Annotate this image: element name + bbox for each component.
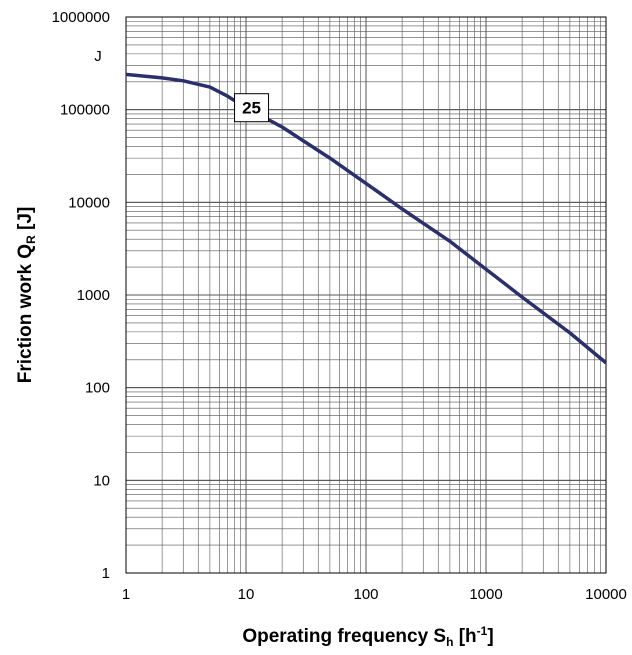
plot-frame [125,16,607,574]
x-tick-label: 1000 [469,586,502,603]
y-tick-label: 10 [93,472,110,489]
y-unit-label: J [94,48,102,65]
x-tick-label: 10000 [585,586,627,603]
series-label-25: 25 [242,99,261,118]
y-tick-label: 1 [102,565,110,582]
y-tick-label: 100 [85,380,110,397]
series-line-25 [125,72,608,365]
y-tick-label: 1000 [77,287,110,304]
series-label-box: 25 [234,93,270,123]
y-axis-title: Friction work QR [J] [15,207,38,384]
grid [125,16,607,574]
x-tick-label: 100 [353,586,378,603]
x-tick-label: 10 [238,586,255,603]
series-label-frame [234,93,270,123]
y-tick-label: 100000 [60,102,110,119]
y-tick-labels: 1000000 100000 10000 1000 100 10 1 [52,9,110,582]
y-tick-label: 1000000 [52,9,110,26]
y-tick-label: 10000 [68,194,110,211]
x-tick-label: 1 [122,586,130,603]
x-axis-title: Operating frequency Sh [h-1] [242,624,493,649]
x-tick-labels: 1 10 100 1000 10000 [122,586,627,603]
